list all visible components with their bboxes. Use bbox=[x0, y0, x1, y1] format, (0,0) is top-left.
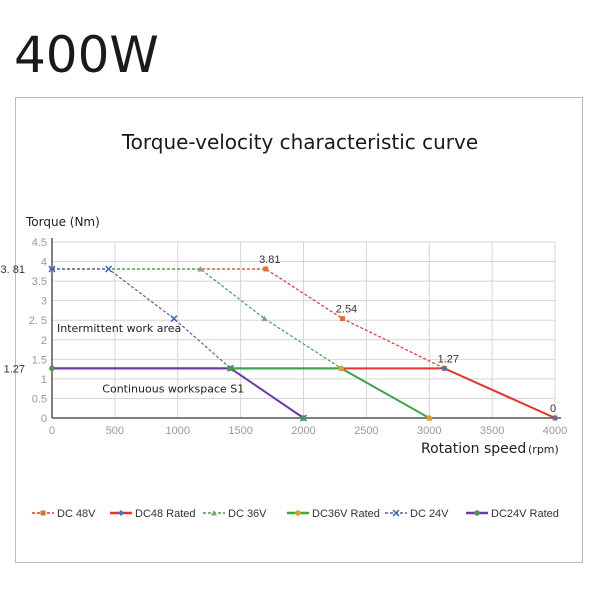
legend-item: DC 36V bbox=[203, 508, 267, 520]
legend-marker bbox=[474, 510, 480, 516]
legend-item: DC 48V bbox=[32, 508, 96, 520]
data-label: 2.54 bbox=[336, 304, 357, 316]
data-point bbox=[261, 315, 268, 322]
chart-frame bbox=[15, 97, 583, 563]
y-axis-label: Torque (Nm) bbox=[25, 215, 100, 229]
x-tick-label: 1500 bbox=[228, 425, 252, 437]
data-point bbox=[48, 265, 56, 273]
legend-marker bbox=[211, 510, 217, 516]
legend-marker bbox=[118, 510, 124, 516]
region-label: Intermittent work area bbox=[57, 322, 181, 335]
x-tick-label: 1000 bbox=[166, 425, 190, 437]
legend-label: DC 24V bbox=[410, 508, 449, 520]
x-axis-unit: (rpm) bbox=[528, 443, 559, 456]
y-tick-label: 3.5 bbox=[32, 276, 47, 288]
data-label: 1.27 bbox=[438, 353, 459, 365]
y-tick-label: 4 bbox=[41, 257, 47, 269]
y-tick-label: 1 bbox=[41, 374, 47, 386]
x-tick-label: 500 bbox=[106, 425, 124, 437]
page-heading: 400W bbox=[14, 26, 159, 84]
legend-marker bbox=[40, 510, 46, 516]
data-point bbox=[105, 265, 113, 273]
data-point bbox=[170, 315, 178, 323]
legend-marker bbox=[295, 510, 301, 516]
y-tick-label: 0 bbox=[41, 413, 47, 425]
y-special-label: 1.27 bbox=[4, 363, 25, 375]
legend-item: DC36V Rated bbox=[287, 508, 380, 520]
x-tick-label: 0 bbox=[49, 425, 55, 437]
y-tick-label: 0.5 bbox=[32, 393, 47, 405]
legend-item: DC24V Rated bbox=[466, 508, 559, 520]
data-point bbox=[300, 415, 307, 421]
region-label: Continuous workspace S1 bbox=[102, 383, 244, 396]
x-tick-label: 2500 bbox=[354, 425, 378, 437]
legend-label: DC36V Rated bbox=[312, 508, 380, 520]
x-axis-label: Rotation speed bbox=[421, 441, 526, 457]
data-point bbox=[197, 265, 204, 272]
data-point bbox=[338, 365, 345, 372]
legend-label: DC 36V bbox=[228, 508, 267, 520]
series-dc24v-rated bbox=[49, 365, 307, 421]
data-point bbox=[426, 415, 433, 421]
legend-item: DC 24V bbox=[385, 508, 449, 520]
data-point bbox=[339, 316, 345, 322]
legend-label: DC 48V bbox=[57, 508, 96, 520]
legend-label: DC24V Rated bbox=[491, 508, 559, 520]
legend-marker bbox=[392, 509, 400, 517]
series-line bbox=[52, 268, 304, 419]
y-tick-label: 3 bbox=[41, 296, 47, 308]
legend-label: DC48 Rated bbox=[135, 508, 196, 520]
y-special-label: 3. 81 bbox=[1, 264, 25, 276]
y-tick-label: 2. 5 bbox=[29, 315, 47, 327]
data-point bbox=[227, 365, 234, 372]
data-point bbox=[263, 266, 269, 272]
x-tick-label: 4000 bbox=[543, 425, 567, 437]
x-tick-label: 2000 bbox=[291, 425, 315, 437]
y-tick-label: 1.5 bbox=[32, 354, 47, 366]
x-tick-label: 3500 bbox=[480, 425, 504, 437]
chart-title: Torque-velocity characteristic curve bbox=[121, 130, 478, 154]
data-label: 3.81 bbox=[259, 254, 280, 266]
data-point bbox=[441, 365, 448, 372]
data-point bbox=[49, 365, 55, 372]
y-tick-label: 4.5 bbox=[32, 237, 47, 249]
legend-item: DC48 Rated bbox=[110, 508, 196, 520]
y-tick-label: 2 bbox=[41, 335, 47, 347]
data-label: 0 bbox=[550, 403, 556, 415]
data-point bbox=[552, 415, 558, 421]
x-tick-label: 3000 bbox=[417, 425, 441, 437]
